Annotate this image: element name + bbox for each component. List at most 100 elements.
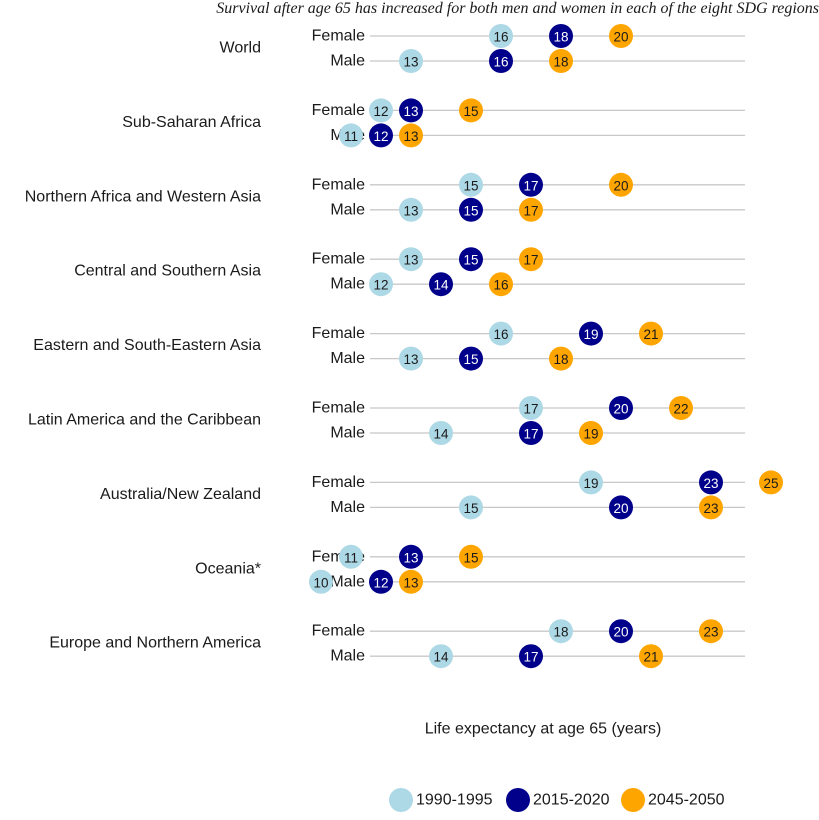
dot-sub-saharan-africa-female-1990-1995 bbox=[369, 98, 393, 123]
dot-europe-and-northern-america-male-2015-2020 bbox=[519, 644, 543, 669]
dot-label-central-and-southern-asia-male-2015-2020: 14 bbox=[433, 278, 449, 293]
dot-northern-africa-and-western-asia-female-2015-2020 bbox=[519, 172, 543, 197]
dot-label-sub-saharan-africa-male-1990-1995: 11 bbox=[344, 129, 358, 144]
sex-label-latin-america-and-the-caribbean-male: Male bbox=[330, 425, 365, 442]
dot-label-northern-africa-and-western-asia-male-2045-2050: 17 bbox=[523, 203, 538, 218]
dot-label-central-and-southern-asia-female-2045-2050: 17 bbox=[523, 253, 538, 268]
legend-label-2045-2050: 2045-2050 bbox=[648, 792, 725, 809]
dot-label-world-female-2015-2020: 18 bbox=[553, 30, 568, 45]
dot-europe-and-northern-america-female-2045-2050 bbox=[699, 619, 723, 644]
dot-label-oceania-male-2015-2020: 12 bbox=[373, 575, 388, 590]
dot-oceania-female-2045-2050 bbox=[459, 544, 483, 569]
dot-europe-and-northern-america-female-2015-2020 bbox=[609, 619, 633, 644]
dot-central-and-southern-asia-male-2045-2050 bbox=[489, 272, 513, 297]
dot-label-sub-saharan-africa-male-2015-2020: 12 bbox=[373, 129, 388, 144]
dot-eastern-and-south-eastern-asia-male-2045-2050 bbox=[549, 346, 573, 371]
dot-label-latin-america-and-the-caribbean-female-2015-2020: 20 bbox=[613, 402, 628, 417]
dot-central-and-southern-asia-male-2015-2020 bbox=[429, 272, 453, 297]
dot-eastern-and-south-eastern-asia-male-2015-2020 bbox=[459, 346, 483, 371]
dot-label-europe-and-northern-america-female-2015-2020: 20 bbox=[613, 625, 628, 640]
sex-label-northern-africa-and-western-asia-male: Male bbox=[330, 201, 365, 218]
dot-latin-america-and-the-caribbean-male-1990-1995 bbox=[429, 421, 453, 445]
dot-label-europe-and-northern-america-female-2045-2050: 23 bbox=[703, 625, 718, 640]
dot-world-male-2045-2050 bbox=[549, 49, 573, 73]
sex-label-australia-new-zealand-female: Female bbox=[312, 474, 365, 491]
dot-northern-africa-and-western-asia-female-1990-1995 bbox=[459, 172, 483, 197]
dot-label-world-female-1990-1995: 16 bbox=[493, 30, 508, 45]
dot-label-northern-africa-and-western-asia-female-2015-2020: 17 bbox=[523, 178, 538, 193]
dot-label-europe-and-northern-america-male-1990-1995: 14 bbox=[433, 650, 449, 665]
dot-latin-america-and-the-caribbean-female-2015-2020 bbox=[609, 396, 633, 420]
dot-label-latin-america-and-the-caribbean-male-2045-2050: 19 bbox=[583, 427, 598, 442]
dot-latin-america-and-the-caribbean-female-1990-1995 bbox=[519, 396, 543, 420]
dot-world-male-1990-1995 bbox=[399, 49, 423, 73]
dot-label-europe-and-northern-america-male-2015-2020: 17 bbox=[523, 650, 538, 665]
dot-central-and-southern-asia-female-2015-2020 bbox=[459, 247, 483, 272]
dot-australia-new-zealand-male-2045-2050 bbox=[699, 495, 723, 520]
dot-label-australia-new-zealand-female-2045-2050: 25 bbox=[763, 476, 778, 491]
dot-label-europe-and-northern-america-female-1990-1995: 18 bbox=[553, 625, 568, 640]
dot-label-australia-new-zealand-male-2015-2020: 20 bbox=[613, 501, 628, 516]
dot-latin-america-and-the-caribbean-male-2015-2020 bbox=[519, 421, 543, 445]
dot-australia-new-zealand-female-2045-2050 bbox=[759, 470, 783, 495]
dot-eastern-and-south-eastern-asia-female-1990-1995 bbox=[489, 321, 513, 346]
legend-swatch-2015-2020 bbox=[506, 788, 530, 812]
sex-label-eastern-and-south-eastern-asia-male: Male bbox=[330, 350, 365, 367]
region-label-eastern-and-south-eastern-asia: Eastern and South-Eastern Asia bbox=[33, 337, 261, 354]
dot-europe-and-northern-america-female-1990-1995 bbox=[549, 619, 573, 644]
region-label-central-and-southern-asia: Central and Southern Asia bbox=[74, 263, 261, 280]
dot-sub-saharan-africa-female-2015-2020 bbox=[399, 98, 423, 123]
dot-sub-saharan-africa-male-2045-2050 bbox=[399, 123, 423, 148]
sex-label-eastern-and-south-eastern-asia-female: Female bbox=[312, 325, 365, 342]
dot-label-sub-saharan-africa-male-2045-2050: 13 bbox=[403, 129, 418, 144]
region-label-australia-new-zealand: Australia/New Zealand bbox=[100, 486, 261, 503]
sex-label-northern-africa-and-western-asia-female: Female bbox=[312, 176, 365, 193]
dot-label-northern-africa-and-western-asia-male-2015-2020: 15 bbox=[463, 203, 478, 218]
dot-oceania-male-2015-2020 bbox=[369, 569, 393, 594]
dot-sub-saharan-africa-male-1990-1995 bbox=[339, 123, 363, 148]
sex-label-world-male: Male bbox=[330, 53, 365, 70]
dot-label-oceania-male-1990-1995: 10 bbox=[313, 575, 328, 590]
dot-central-and-southern-asia-female-1990-1995 bbox=[399, 247, 423, 272]
dot-world-male-2015-2020 bbox=[489, 49, 513, 73]
legend-label-2015-2020: 2015-2020 bbox=[533, 792, 610, 809]
dot-latin-america-and-the-caribbean-male-2045-2050 bbox=[579, 421, 603, 445]
dot-label-sub-saharan-africa-female-2015-2020: 13 bbox=[403, 104, 418, 119]
dot-label-eastern-and-south-eastern-asia-male-2045-2050: 18 bbox=[553, 352, 568, 367]
dot-label-northern-africa-and-western-asia-male-1990-1995: 13 bbox=[403, 203, 418, 218]
legend-swatch-1990-1995 bbox=[389, 788, 413, 812]
legend-label-1990-1995: 1990-1995 bbox=[416, 792, 493, 809]
dot-label-sub-saharan-africa-female-2045-2050: 15 bbox=[463, 104, 478, 119]
legend-swatch-2045-2050 bbox=[621, 788, 645, 812]
dot-latin-america-and-the-caribbean-female-2045-2050 bbox=[669, 396, 693, 420]
dot-world-female-2045-2050 bbox=[609, 24, 633, 48]
dot-label-australia-new-zealand-female-1990-1995: 19 bbox=[583, 476, 598, 491]
dot-central-and-southern-asia-male-1990-1995 bbox=[369, 272, 393, 297]
dot-label-oceania-female-2015-2020: 13 bbox=[403, 550, 418, 565]
dot-label-central-and-southern-asia-female-2015-2020: 15 bbox=[463, 253, 478, 268]
dot-label-australia-new-zealand-male-1990-1995: 15 bbox=[463, 501, 478, 516]
dot-label-eastern-and-south-eastern-asia-male-1990-1995: 13 bbox=[403, 352, 418, 367]
dot-label-northern-africa-and-western-asia-female-1990-1995: 15 bbox=[463, 178, 478, 193]
dot-northern-africa-and-western-asia-male-2045-2050 bbox=[519, 197, 543, 222]
dot-label-central-and-southern-asia-male-1990-1995: 12 bbox=[373, 278, 388, 293]
dot-northern-africa-and-western-asia-female-2045-2050 bbox=[609, 172, 633, 197]
dot-eastern-and-south-eastern-asia-female-2045-2050 bbox=[639, 321, 663, 346]
sex-label-oceania-male: Male bbox=[330, 573, 365, 590]
dot-label-world-male-2015-2020: 16 bbox=[493, 55, 508, 70]
sex-label-world-female: Female bbox=[312, 28, 365, 45]
dot-world-female-2015-2020 bbox=[549, 24, 573, 48]
dot-world-female-1990-1995 bbox=[489, 24, 513, 48]
sex-label-sub-saharan-africa-female: Female bbox=[312, 102, 365, 119]
region-label-northern-africa-and-western-asia: Northern Africa and Western Asia bbox=[25, 188, 261, 205]
dot-sub-saharan-africa-female-2045-2050 bbox=[459, 98, 483, 123]
dot-label-australia-new-zealand-female-2015-2020: 23 bbox=[703, 476, 718, 491]
dot-oceania-female-1990-1995 bbox=[339, 544, 363, 569]
dot-label-eastern-and-south-eastern-asia-female-2015-2020: 19 bbox=[583, 327, 598, 342]
dot-label-world-male-1990-1995: 13 bbox=[403, 55, 418, 70]
dot-label-eastern-and-south-eastern-asia-female-2045-2050: 21 bbox=[643, 327, 658, 342]
dot-label-latin-america-and-the-caribbean-male-1990-1995: 14 bbox=[433, 427, 449, 442]
dot-label-europe-and-northern-america-male-2045-2050: 21 bbox=[643, 650, 658, 665]
dot-eastern-and-south-eastern-asia-male-1990-1995 bbox=[399, 346, 423, 371]
